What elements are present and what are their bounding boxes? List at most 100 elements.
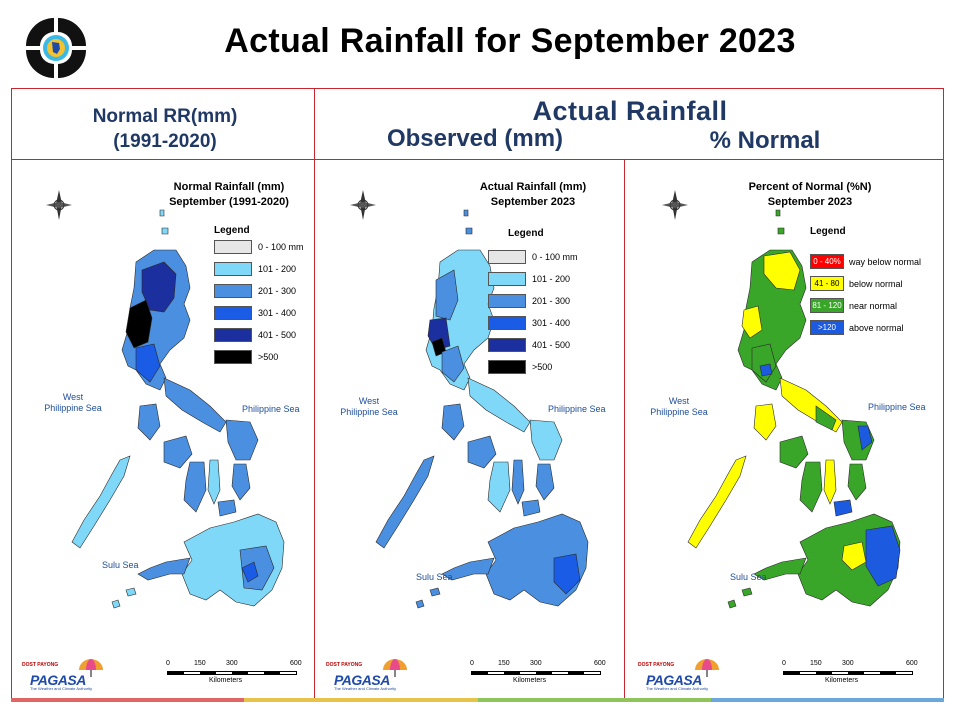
agency-small: DOST PAYONG: [22, 662, 59, 668]
region-sulu-islands: [727, 587, 753, 609]
region-mindoro: [441, 403, 465, 441]
legend-swatch: [214, 350, 252, 364]
region-negros: [487, 461, 511, 513]
region-central-luzon: [135, 343, 161, 383]
panel-title-line1: Normal Rainfall (mm): [173, 181, 285, 193]
legend-label: >500: [532, 362, 553, 372]
agency-name: PAGASA: [646, 672, 702, 688]
scale-tick: 150: [498, 660, 510, 667]
legend-swatch: [488, 338, 526, 352]
region-ilocos: [741, 305, 763, 339]
panel-title: Actual Rainfall (mm) September 2023: [458, 180, 608, 210]
region-samar-east: [857, 425, 873, 451]
legend-row: 81 - 120 near normal: [810, 298, 897, 313]
header-normal: Normal RR(mm) (1991-2020): [20, 104, 310, 154]
legend-label: 101 - 200: [258, 264, 297, 274]
legend-swatch: [214, 306, 252, 320]
region-bohol: [833, 499, 853, 517]
agency-small: DOST PAYONG: [326, 662, 363, 668]
divider-vertical-2: [624, 159, 625, 702]
region-negros: [183, 461, 207, 513]
legend-row: >500: [488, 360, 552, 374]
legend-label: 401 - 500: [532, 340, 571, 350]
legend-row: 0 - 40% way below normal: [810, 254, 921, 269]
divider-horizontal: [11, 159, 944, 160]
map-normal: [71, 209, 285, 609]
scale-tick: 0: [470, 660, 474, 667]
region-bohol: [217, 499, 237, 517]
scale-bar: 0 150 300 600 Kilometers: [468, 660, 608, 690]
region-metro: [759, 363, 773, 377]
legend-title: Legend: [508, 228, 544, 239]
umbrella-icon: [383, 659, 407, 677]
legend-row: 201 - 300: [214, 284, 296, 298]
region-mindanao-central: [841, 541, 867, 571]
region-sulu-islands: [111, 587, 137, 609]
legend-swatch: [488, 250, 526, 264]
sea-label-line: Philippine Sea: [44, 403, 102, 413]
sea-label-line: West: [668, 396, 690, 406]
legend-label: 301 - 400: [258, 308, 297, 318]
legend-swatch: [214, 240, 252, 254]
agency-tagline: The Weather and Climate Authority: [30, 686, 93, 691]
bottom-color-strip: [11, 698, 944, 702]
legend-swatch: [214, 328, 252, 342]
legend-label: below normal: [849, 278, 903, 289]
region-bicol: [467, 377, 531, 433]
legend-label: 201 - 300: [532, 296, 571, 306]
scale-unit: Kilometers: [209, 677, 243, 684]
region-cordillera: [141, 261, 177, 313]
header-normal-line1: Normal RR(mm): [92, 106, 238, 127]
scale-bar: 0 150 300 600 Kilometers: [780, 660, 920, 690]
legend-row: 101 - 200: [488, 272, 570, 286]
sea-label-line: West: [62, 392, 84, 402]
legend-row: 0 - 100 mm: [488, 250, 578, 264]
scale-tick: 0: [782, 660, 786, 667]
region-leyte: [847, 463, 867, 501]
legend-row: 0 - 100 mm: [214, 240, 304, 254]
panel-title-line2: September (1991-2020): [169, 196, 289, 208]
sea-label-line: Philippine Sea: [340, 407, 398, 417]
pagasa-logo-small: DOST PAYONG PAGASA The Weather and Clima…: [20, 659, 110, 692]
legend-swatch: [488, 360, 526, 374]
slide-title: Actual Rainfall for September 2023: [224, 22, 796, 60]
panel-title-line2: September 2023: [767, 196, 853, 208]
legend-label: above normal: [849, 322, 904, 333]
region-batanes: [775, 209, 785, 235]
legend-swatch: [488, 316, 526, 330]
label-philippine-sea: Philippine Sea: [868, 402, 926, 412]
region-mindanao-core: [241, 561, 259, 583]
legend-title: Legend: [810, 226, 846, 237]
label-sulu-sea: Sulu Sea: [730, 572, 767, 582]
region-leyte: [535, 463, 555, 501]
region-mindanao-east: [553, 553, 581, 595]
region-bohol: [521, 499, 541, 517]
panel-actual-rainfall: Actual Rainfall (mm) September 2023 Lege…: [318, 170, 618, 700]
agency-tagline: The Weather and Climate Authority: [646, 686, 709, 691]
map-actual: [375, 209, 589, 609]
label-sulu-sea: Sulu Sea: [102, 560, 139, 570]
scale-tick: 600: [594, 660, 606, 667]
region-zamboanga: [137, 557, 191, 581]
scale-tick: 600: [290, 660, 302, 667]
region-mindanao-east: [865, 525, 901, 587]
sea-label-line: West: [358, 396, 380, 406]
umbrella-icon: [695, 659, 719, 677]
label-sulu-sea: Sulu Sea: [416, 572, 453, 582]
legend-row: >500: [214, 350, 278, 364]
scale-unit: Kilometers: [825, 677, 859, 684]
scale-tick: 300: [226, 660, 238, 667]
header-actual-rainfall: Actual Rainfall: [532, 96, 728, 126]
agency-name: PAGASA: [30, 672, 86, 688]
region-bicol-south: [815, 405, 837, 431]
strip-segment: [11, 698, 245, 702]
region-ilocos-max: [125, 299, 153, 349]
panel-title: Normal Rainfall (mm) September (1991-202…: [154, 180, 304, 210]
legend-title: Legend: [214, 225, 250, 236]
region-mindoro: [137, 403, 161, 441]
region-bicol: [163, 377, 227, 433]
region-zamboanga: [753, 557, 807, 581]
header-normal-line2: (1991-2020): [113, 131, 217, 152]
legend-swatch: 0 - 40%: [810, 254, 844, 269]
panel-normal-rainfall: Normal Rainfall (mm) September (1991-202…: [14, 170, 314, 700]
